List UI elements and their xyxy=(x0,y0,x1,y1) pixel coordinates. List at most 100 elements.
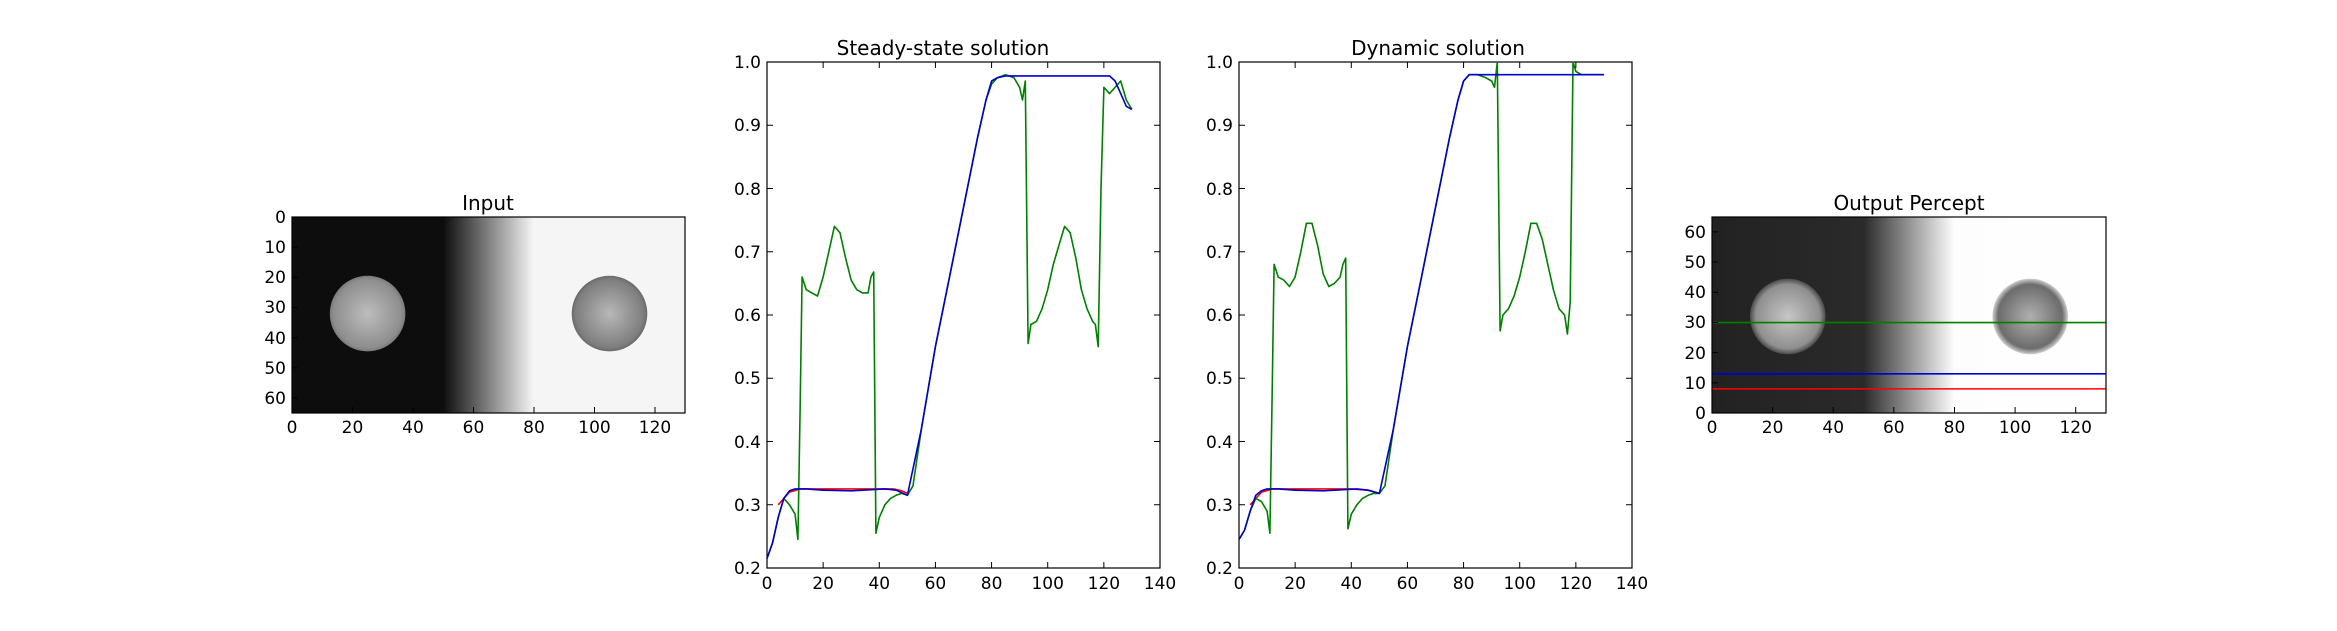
output-ytick-label: 0 xyxy=(1695,404,1706,424)
input-ytick: 60 xyxy=(264,389,298,409)
output-xtick-label: 100 xyxy=(1999,418,2031,438)
input-ytick: 40 xyxy=(264,329,298,349)
output-xtick-label: 0 xyxy=(1707,418,1718,438)
input-xtick: 20 xyxy=(342,407,364,438)
output-xtick: 120 xyxy=(2059,407,2092,438)
input-ytick-label: 10 xyxy=(264,238,286,258)
steady-blue-series-line xyxy=(766,75,1133,559)
steady-ytick-label: 0.8 xyxy=(734,180,761,200)
dynamic-xtick-label: 60 xyxy=(1397,574,1419,594)
output-ytick: 0 xyxy=(1695,404,1718,424)
dynamic-panel: Dynamic solution 0 20 40 60 80 100 120 1… xyxy=(1206,36,1648,594)
input-ytick: 10 xyxy=(264,238,298,258)
steady-state-series xyxy=(766,73,1133,559)
steady-xtick-label: 40 xyxy=(868,574,890,594)
steady-state-panel: Steady-state solution 0 20 40 60 80 100 … xyxy=(734,36,1176,594)
dynamic-ytick-label: 0.4 xyxy=(1206,433,1233,453)
input-xtick-label: 100 xyxy=(578,418,610,438)
output-xtick: 40 xyxy=(1822,407,1844,438)
dynamic-ytick-label: 0.7 xyxy=(1206,243,1233,263)
steady-xtick-label: 100 xyxy=(1031,574,1063,594)
input-xtick-label: 0 xyxy=(287,418,298,438)
output-disk-left xyxy=(1750,278,1826,355)
input-ytick: 20 xyxy=(264,268,298,288)
input-ytick-label: 30 xyxy=(264,298,286,318)
dynamic-xtick-label: 140 xyxy=(1616,574,1648,594)
steady-xtick-label: 140 xyxy=(1144,574,1176,594)
dynamic-ytick-label: 0.9 xyxy=(1206,116,1233,136)
dynamic-axes-frame xyxy=(1238,61,1633,569)
output-xtick-label: 60 xyxy=(1883,418,1905,438)
input-xtick-label: 20 xyxy=(342,418,364,438)
dynamic-xtick-label: 120 xyxy=(1560,574,1592,594)
output-hlines xyxy=(1712,321,2106,390)
input-xtick-label: 80 xyxy=(523,418,545,438)
steady-xtick-label: 20 xyxy=(812,574,834,594)
output-xtick-label: 120 xyxy=(2059,418,2091,438)
output-axes-frame xyxy=(1711,216,2107,414)
input-xtick: 100 xyxy=(578,407,611,438)
steady-state-ticks: 0 20 40 60 80 100 120 140 0.2 0.3 0.4 0.… xyxy=(734,53,1176,594)
steady-red-series-line xyxy=(777,488,908,506)
output-xtick-label: 20 xyxy=(1762,418,1784,438)
steady-green-series-line xyxy=(766,73,1133,559)
input-ytick: 30 xyxy=(264,298,298,318)
output-xtick: 60 xyxy=(1883,407,1905,438)
output-ytick-label: 10 xyxy=(1684,374,1706,394)
dynamic-series xyxy=(1238,61,1604,540)
input-title: Input xyxy=(462,191,514,215)
input-axes-frame xyxy=(291,216,686,414)
output-percept-panel: Output Percept 0 20 40 60 80 100 120 0 1… xyxy=(1684,191,2107,438)
steady-ytick-label: 0.7 xyxy=(734,243,761,263)
output-ytick-label: 50 xyxy=(1684,253,1706,273)
output-ytick: 40 xyxy=(1684,283,1718,303)
input-xtick: 80 xyxy=(523,407,545,438)
input-ytick-label: 20 xyxy=(264,268,286,288)
dynamic-ytick-label: 0.5 xyxy=(1206,369,1233,389)
output-ytick-label: 60 xyxy=(1684,223,1706,243)
output-ytick: 10 xyxy=(1684,374,1718,394)
output-xtick: 0 xyxy=(1707,407,1718,438)
dynamic-xtick-label: 100 xyxy=(1503,574,1535,594)
input-ytick-label: 60 xyxy=(264,389,286,409)
output-xtick: 20 xyxy=(1762,407,1784,438)
steady-state-axes-frame xyxy=(766,61,1161,569)
output-ytick: 20 xyxy=(1684,344,1718,364)
steady-ytick-label: 0.3 xyxy=(734,496,761,516)
dynamic-green-series-line xyxy=(1238,61,1604,540)
output-ytick-label: 40 xyxy=(1684,283,1706,303)
input-ytick-label: 40 xyxy=(264,329,286,349)
steady-xtick-label: 0 xyxy=(762,574,773,594)
output-ytick-label: 30 xyxy=(1684,313,1706,333)
input-ytick-label: 0 xyxy=(275,208,286,228)
steady-ytick-label: 0.6 xyxy=(734,306,761,326)
dynamic-title: Dynamic solution xyxy=(1351,36,1525,60)
input-xtick-label: 60 xyxy=(463,418,485,438)
output-ytick: 60 xyxy=(1684,223,1718,243)
steady-xtick-label: 120 xyxy=(1088,574,1120,594)
dynamic-xtick-label: 20 xyxy=(1284,574,1306,594)
input-ytick: 50 xyxy=(264,359,298,379)
output-disk-right xyxy=(1992,278,2068,355)
input-xtick: 0 xyxy=(287,407,298,438)
dynamic-xtick-label: 0 xyxy=(1234,574,1245,594)
dynamic-ytick-label: 0.8 xyxy=(1206,180,1233,200)
steady-xtick-label: 80 xyxy=(981,574,1003,594)
input-xtick: 60 xyxy=(463,407,485,438)
input-disk-left xyxy=(329,275,406,352)
dynamic-blue-series-line xyxy=(1238,73,1604,540)
output-xtick: 100 xyxy=(1999,407,2031,438)
input-xtick-label: 40 xyxy=(402,418,424,438)
dynamic-ytick-label: 1.0 xyxy=(1206,53,1233,73)
dynamic-ytick-label: 0.3 xyxy=(1206,496,1233,516)
output-ytick: 30 xyxy=(1684,313,1718,333)
input-ytick-label: 50 xyxy=(264,359,286,379)
output-percept-title: Output Percept xyxy=(1833,191,1984,215)
dynamic-xtick-label: 40 xyxy=(1340,574,1362,594)
steady-state-title: Steady-state solution xyxy=(837,36,1050,60)
steady-xtick-label: 60 xyxy=(925,574,947,594)
input-xtick: 120 xyxy=(639,407,671,438)
input-xtick: 40 xyxy=(402,407,424,438)
dynamic-ytick-label: 0.2 xyxy=(1206,559,1233,579)
